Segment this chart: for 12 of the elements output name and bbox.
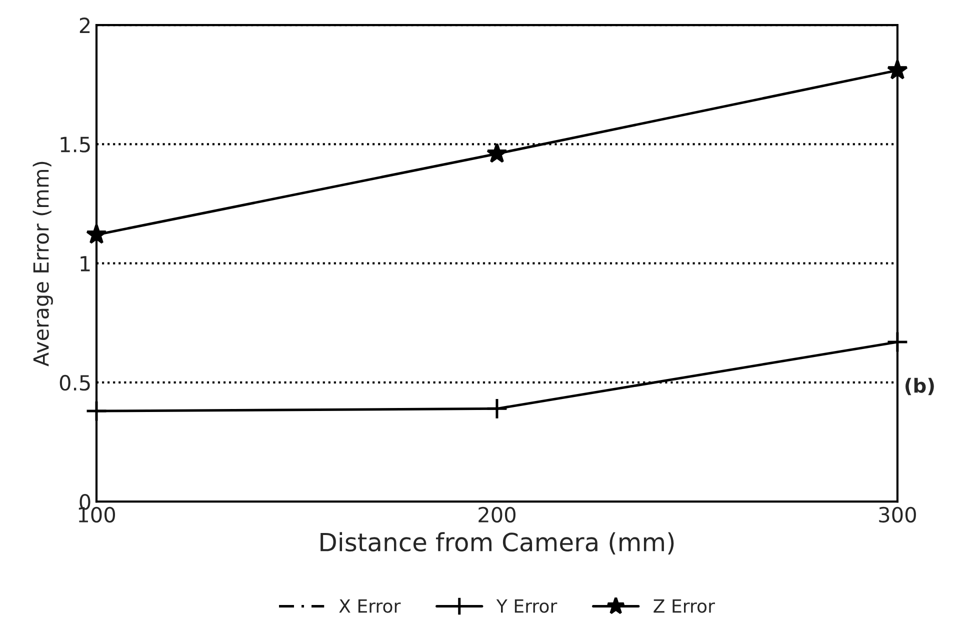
text: (b) <box>906 378 934 396</box>
x-axis-title: Distance from Camera (mm) <box>320 532 674 554</box>
legend-label: Y Error <box>496 599 558 613</box>
y-tick-label: 1 <box>80 256 90 272</box>
y-axis-title: Average Error (mm) <box>32 162 53 366</box>
x-tick-label: 200 <box>478 506 516 523</box>
y-tick-label: 0.5 <box>60 374 90 391</box>
y-tick-label: 1.5 <box>60 136 90 152</box>
x-tick-label: 300 <box>879 506 916 523</box>
legend-label: X Error <box>339 599 401 613</box>
legend-label: Z Error <box>654 599 715 613</box>
y-tick-label: 2 <box>80 18 90 33</box>
